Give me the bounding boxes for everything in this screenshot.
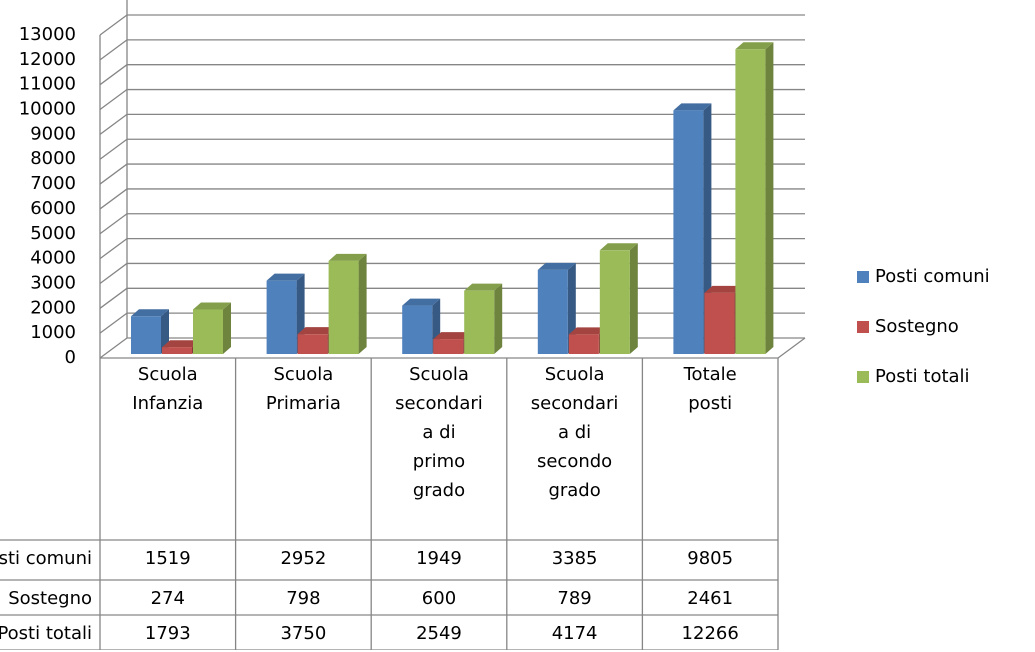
legend-label: Posti totali bbox=[875, 366, 970, 387]
bar-side bbox=[223, 302, 231, 354]
y-tick-label: 1000 bbox=[30, 322, 76, 343]
bar-side bbox=[629, 243, 638, 354]
y-tick-label: 0 bbox=[65, 347, 76, 368]
table-cell: 274 bbox=[150, 588, 185, 609]
x-tick-label-text: Totale posti bbox=[683, 364, 737, 414]
table-cell: 1949 bbox=[416, 548, 462, 569]
x-tick-label-text: Scuola secondaria di secondo grado bbox=[530, 364, 619, 501]
x-tick-label-text: Scuola Infanzia bbox=[132, 364, 204, 414]
y-tick-label: 7000 bbox=[30, 173, 76, 194]
y-tick-label: 10000 bbox=[19, 99, 76, 120]
table-cell: 789 bbox=[557, 588, 592, 609]
bar-top bbox=[537, 262, 576, 270]
table-cell: 1793 bbox=[144, 623, 191, 644]
bar bbox=[464, 290, 495, 354]
bar-top bbox=[193, 302, 231, 310]
y-tick-label: 4000 bbox=[30, 248, 76, 269]
bar-top bbox=[328, 253, 367, 261]
table-cell: 1519 bbox=[144, 548, 191, 569]
bar-top bbox=[599, 243, 638, 251]
bar bbox=[402, 305, 433, 354]
legend-label: Sostegno bbox=[875, 316, 959, 337]
bar-side bbox=[494, 283, 503, 354]
x-tick-label: Scuola secondaria di secondo grado bbox=[507, 340, 643, 540]
y-tick-label: 9000 bbox=[30, 123, 76, 144]
bar bbox=[297, 334, 328, 354]
bar-top bbox=[433, 332, 472, 340]
table-cell: 798 bbox=[286, 588, 321, 609]
y-tick-label: 13000 bbox=[19, 24, 76, 45]
bar-top bbox=[297, 327, 336, 335]
table-cell: 12266 bbox=[681, 623, 739, 644]
y-tick-label: 6000 bbox=[30, 198, 76, 219]
y-tick-label: 8000 bbox=[30, 148, 76, 169]
table-cell: 3750 bbox=[280, 623, 327, 644]
x-tick-label-text: Scuola secondaria di primo grado bbox=[395, 364, 483, 501]
x-tick-label: Scuola Primaria bbox=[236, 340, 372, 540]
bar-side bbox=[358, 253, 367, 354]
bar-top bbox=[266, 273, 305, 281]
bar-top bbox=[568, 327, 607, 335]
table-cell: 2952 bbox=[280, 548, 327, 569]
bar bbox=[162, 347, 192, 354]
legend-swatch bbox=[857, 371, 869, 383]
bar bbox=[328, 260, 359, 354]
grid-line bbox=[99, 64, 805, 86]
table-cell: 4174 bbox=[551, 623, 598, 644]
table-cell: 2549 bbox=[416, 623, 462, 644]
y-tick-label: 3000 bbox=[30, 272, 76, 293]
bar-top bbox=[402, 298, 441, 306]
x-tick-label: Scuola secondaria di primo grado bbox=[371, 340, 507, 540]
bar bbox=[568, 334, 599, 354]
y-tick-label: 11000 bbox=[19, 74, 76, 95]
bar bbox=[599, 250, 630, 354]
bar bbox=[673, 110, 704, 355]
table-cell: 600 bbox=[421, 588, 457, 609]
table-cell: 3385 bbox=[551, 548, 598, 569]
grid-line bbox=[99, 14, 805, 36]
bar-top bbox=[673, 103, 712, 111]
legend-swatch bbox=[857, 321, 869, 333]
bar bbox=[704, 292, 735, 354]
bar bbox=[433, 339, 464, 354]
table-row-label: Sostegno bbox=[8, 588, 92, 609]
bar-top bbox=[704, 285, 743, 293]
x-tick-label: Totale posti bbox=[642, 340, 778, 540]
bar bbox=[266, 280, 297, 354]
bar bbox=[131, 316, 161, 354]
bar-top bbox=[735, 42, 774, 50]
x-tick-label-text: Scuola Primaria bbox=[265, 364, 341, 414]
y-tick-label: 2000 bbox=[30, 297, 76, 318]
bar-side bbox=[765, 42, 774, 355]
table-row-label: Posti comuni bbox=[0, 548, 92, 569]
table-cell: 9805 bbox=[687, 548, 734, 569]
table-row-label: Posti totali bbox=[0, 623, 92, 644]
y-tick-label: 12000 bbox=[19, 49, 76, 70]
y-tick-label: 5000 bbox=[30, 223, 76, 244]
bar-top bbox=[162, 340, 200, 348]
bar-top bbox=[131, 309, 169, 317]
table-cell: 2461 bbox=[687, 588, 734, 609]
bar-top bbox=[464, 283, 503, 291]
bar bbox=[735, 49, 766, 355]
legend-swatch bbox=[857, 271, 869, 283]
bar bbox=[537, 269, 568, 354]
legend-label: Posti comuni bbox=[875, 266, 990, 287]
x-tick-label: Scuola Infanzia bbox=[100, 340, 236, 540]
bar bbox=[193, 309, 223, 354]
bar-side bbox=[161, 309, 169, 354]
grid-line bbox=[99, 39, 805, 61]
